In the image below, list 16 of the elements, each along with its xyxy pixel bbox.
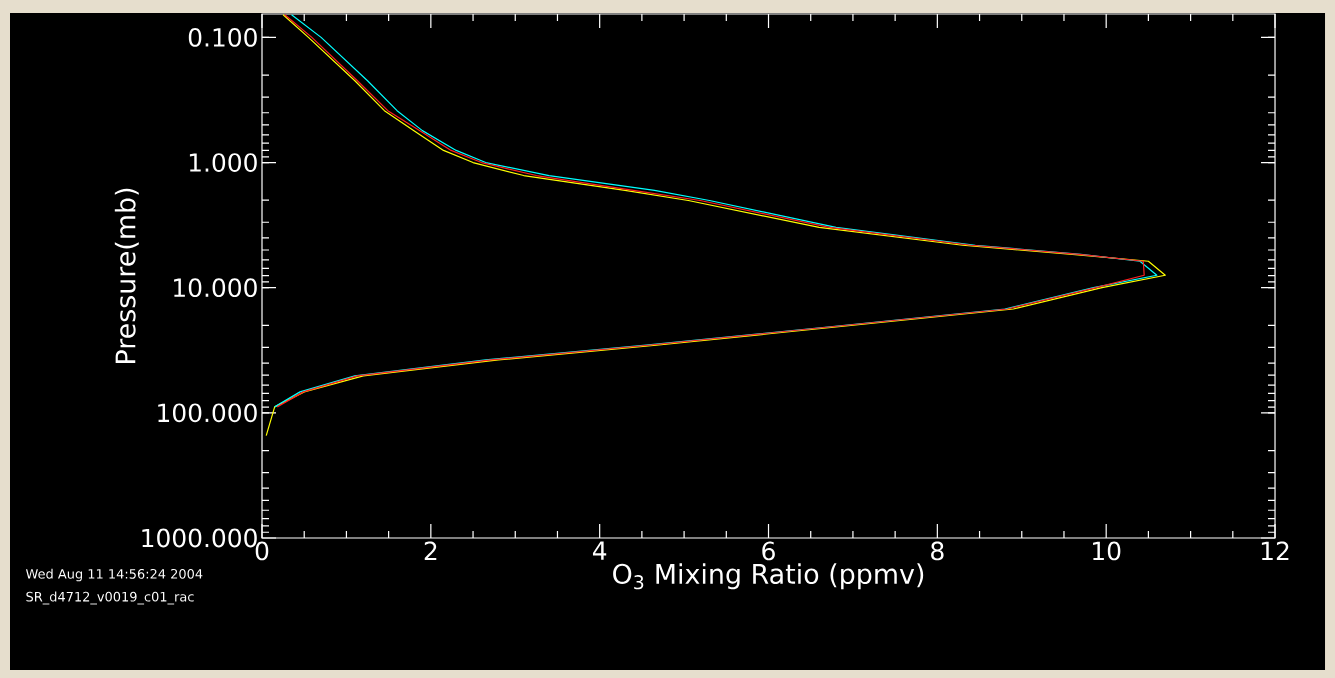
x-tick-label: 6 [762, 541, 775, 561]
x-tick-label: 8 [931, 541, 944, 561]
y-tick-label: 10.000 [174, 278, 257, 298]
x-tick-label: 10 [1093, 541, 1121, 561]
x-tick-label: 2 [424, 541, 437, 561]
text: SR_d4712_v0019_c01_rac [26, 591, 194, 605]
y-tick-label: 100.000 [158, 403, 257, 423]
y-tick-label: 0.100 [188, 27, 257, 47]
x-tick-label: 12 [1261, 541, 1289, 561]
y-axis-title: Pressure(mb) [114, 188, 139, 363]
x-tick-label: 4 [592, 541, 607, 560]
text: Wed Aug 11 14:56:24 2004 [25, 568, 203, 582]
x-tick-label: 0 [255, 541, 269, 561]
y-tick-label: 1.000 [189, 153, 257, 172]
x-axis-title: O$_{3}$ Mixing Ratio (ppmv) [613, 563, 924, 590]
y-tick-label: 1000.000 [142, 528, 257, 548]
